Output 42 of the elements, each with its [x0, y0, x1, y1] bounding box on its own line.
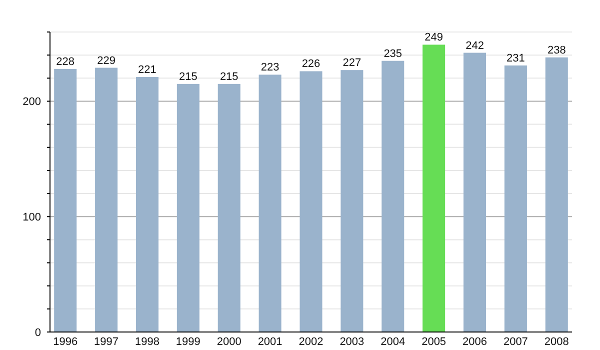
bar: [340, 70, 364, 332]
x-tick-label: 2004: [380, 336, 406, 348]
bar: [545, 57, 568, 332]
bar: [464, 52, 486, 332]
data-label: 223: [260, 62, 280, 74]
data-label: 228: [56, 56, 75, 68]
x-tick-label: 1998: [134, 336, 160, 348]
data-label: 226: [302, 58, 320, 70]
bar: [300, 71, 322, 332]
bar: [422, 44, 446, 332]
data-label: 215: [178, 70, 198, 83]
x-tick-label: 1999: [176, 336, 200, 348]
x-tick-label: 2002: [298, 336, 324, 348]
x-tick-label: 2000: [216, 336, 242, 348]
x-tick-label: 2005: [422, 336, 446, 348]
y-tick-label: 100: [22, 212, 41, 224]
y-tick-label: 0: [34, 327, 41, 339]
bar: [54, 68, 77, 332]
bar: [382, 60, 404, 332]
data-label: 221: [138, 64, 156, 76]
bar: [218, 84, 240, 332]
y-tick-label: 200: [22, 96, 41, 108]
x-tick-label: 2007: [503, 336, 528, 348]
x-tick-label: 2001: [258, 336, 282, 348]
bar: [176, 84, 200, 332]
data-label: 249: [424, 32, 444, 44]
data-label: 215: [220, 70, 238, 83]
bar: [258, 74, 282, 332]
data-label: 229: [97, 54, 116, 67]
data-label: 227: [342, 57, 362, 70]
x-tick-label: 2006: [462, 336, 488, 348]
data-label: 235: [384, 48, 402, 60]
bar: [504, 65, 527, 332]
bar: [136, 77, 158, 332]
data-label: 242: [466, 40, 484, 52]
x-tick-label: 2003: [340, 336, 364, 348]
x-tick-label: 1997: [94, 336, 119, 348]
x-tick-label: 2008: [544, 336, 569, 348]
bar: [95, 68, 118, 332]
data-label: 238: [547, 44, 566, 56]
data-label: 231: [506, 52, 525, 64]
x-tick-label: 1996: [53, 336, 78, 348]
